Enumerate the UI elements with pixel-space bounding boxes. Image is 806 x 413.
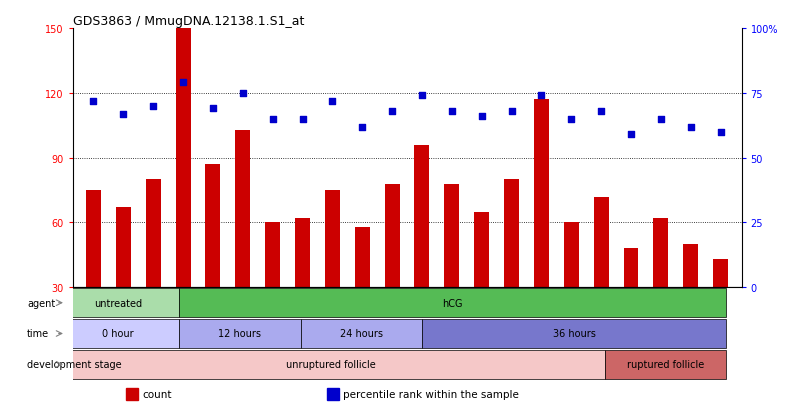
Bar: [564, 223, 579, 287]
Point: [684, 124, 697, 131]
Bar: [176, 29, 190, 287]
Point: [355, 124, 368, 131]
Bar: [604, 350, 726, 379]
Point: [385, 108, 398, 115]
Text: 36 hours: 36 hours: [553, 329, 596, 339]
Point: [117, 111, 130, 118]
Bar: [126, 389, 138, 400]
Bar: [179, 288, 726, 318]
Bar: [384, 184, 400, 287]
Bar: [594, 197, 609, 287]
Bar: [654, 218, 668, 287]
Bar: [414, 145, 430, 287]
Bar: [146, 180, 160, 287]
Text: agent: agent: [27, 298, 56, 308]
Bar: [265, 223, 280, 287]
Bar: [57, 319, 179, 349]
Point: [535, 93, 548, 100]
Bar: [474, 212, 489, 287]
Bar: [57, 288, 179, 318]
Point: [177, 80, 189, 87]
Text: unruptured follicle: unruptured follicle: [286, 359, 376, 369]
Text: time: time: [27, 329, 49, 339]
Bar: [179, 319, 301, 349]
Point: [326, 98, 339, 104]
Text: untreated: untreated: [94, 298, 142, 308]
Text: 0 hour: 0 hour: [102, 329, 134, 339]
Bar: [683, 244, 698, 287]
Bar: [355, 227, 370, 287]
Text: count: count: [143, 389, 172, 399]
Point: [147, 103, 160, 110]
Text: ruptured follicle: ruptured follicle: [627, 359, 704, 369]
Point: [87, 98, 100, 104]
Text: percentile rank within the sample: percentile rank within the sample: [343, 389, 519, 399]
Bar: [422, 319, 726, 349]
Point: [714, 129, 727, 136]
Bar: [116, 208, 131, 287]
Bar: [504, 180, 519, 287]
Point: [446, 108, 459, 115]
Bar: [206, 165, 220, 287]
Bar: [326, 389, 339, 400]
Point: [595, 108, 608, 115]
Point: [565, 116, 578, 123]
Point: [654, 116, 667, 123]
Bar: [444, 184, 459, 287]
Text: 24 hours: 24 hours: [340, 329, 383, 339]
Point: [236, 90, 249, 97]
Bar: [713, 260, 728, 287]
Point: [416, 93, 429, 100]
Text: development stage: development stage: [27, 359, 122, 369]
Bar: [235, 130, 250, 287]
Bar: [624, 249, 638, 287]
Bar: [325, 190, 340, 287]
Text: hCG: hCG: [442, 298, 463, 308]
Text: GDS3863 / MmugDNA.12138.1.S1_at: GDS3863 / MmugDNA.12138.1.S1_at: [73, 15, 304, 28]
Bar: [86, 190, 101, 287]
Text: 12 hours: 12 hours: [218, 329, 261, 339]
Bar: [301, 319, 422, 349]
Bar: [534, 100, 549, 287]
Point: [476, 114, 488, 120]
Bar: [57, 350, 604, 379]
Point: [296, 116, 309, 123]
Point: [266, 116, 279, 123]
Point: [625, 132, 638, 138]
Point: [206, 106, 219, 112]
Bar: [295, 218, 310, 287]
Point: [505, 108, 518, 115]
